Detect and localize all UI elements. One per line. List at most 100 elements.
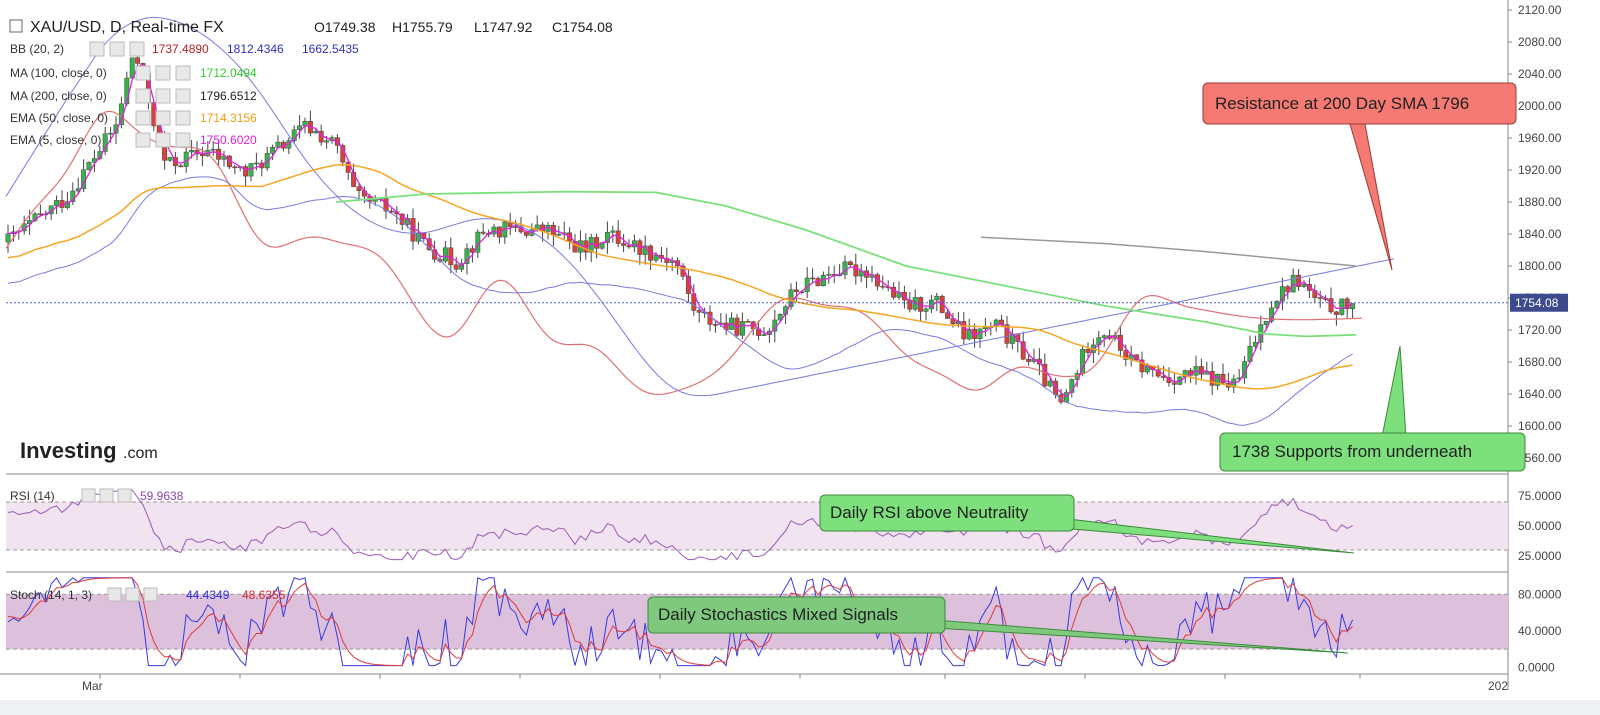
candle-up bbox=[826, 266, 832, 284]
candle-body bbox=[1198, 366, 1204, 375]
candle-body bbox=[216, 148, 222, 160]
rsi-tick-label: 75.0000 bbox=[1518, 489, 1562, 503]
candle-body bbox=[556, 233, 562, 236]
eye-icon[interactable] bbox=[89, 41, 105, 57]
eye-icon[interactable] bbox=[135, 132, 151, 148]
rsi-control-icon[interactable] bbox=[81, 488, 96, 503]
candle-down bbox=[480, 223, 486, 236]
candle-down bbox=[696, 307, 702, 323]
candle-down bbox=[853, 253, 859, 285]
close-icon[interactable] bbox=[175, 110, 191, 126]
candle-body bbox=[523, 231, 529, 236]
candle-body bbox=[178, 165, 184, 168]
stoch-control-icon[interactable] bbox=[107, 587, 122, 602]
candle-body bbox=[248, 163, 254, 177]
candle-body bbox=[1004, 324, 1010, 344]
close-icon[interactable] bbox=[175, 65, 191, 81]
candle-up bbox=[491, 223, 497, 238]
rsi-control-icon[interactable] bbox=[117, 488, 132, 503]
rsi-control-icon[interactable] bbox=[99, 488, 114, 503]
candle-body bbox=[297, 125, 303, 130]
candle-body bbox=[945, 312, 951, 319]
ohlc-low: L1747.92 bbox=[474, 19, 533, 35]
gear-icon[interactable] bbox=[109, 41, 125, 57]
candle-body bbox=[1317, 297, 1323, 299]
candle-down bbox=[712, 321, 718, 333]
stoch-note-callout bbox=[647, 596, 946, 634]
rsi-label: RSI (14) bbox=[10, 489, 55, 503]
indicator-legend[interactable]: MA (100, close, 0) 1712.0494 bbox=[10, 65, 257, 81]
candle-body bbox=[1279, 286, 1285, 302]
candle-body bbox=[167, 157, 173, 161]
indicator-legend[interactable]: MA (200, close, 0) 1796.6512 bbox=[10, 88, 257, 104]
candle-body bbox=[1123, 350, 1129, 360]
candle-up bbox=[54, 195, 60, 215]
bottom-toolbar bbox=[0, 700, 1600, 715]
indicator-legend[interactable]: BB (20, 2) 1737.4890 1812.4346 1662.5435 bbox=[10, 41, 359, 57]
close-icon[interactable] bbox=[129, 41, 145, 57]
candle-down bbox=[1333, 311, 1339, 326]
close-icon[interactable] bbox=[175, 88, 191, 104]
eye-icon[interactable] bbox=[135, 65, 151, 81]
rsi-band bbox=[6, 502, 1508, 550]
candle-down bbox=[810, 268, 816, 283]
eye-icon[interactable] bbox=[135, 88, 151, 104]
candle-up bbox=[604, 221, 610, 254]
symbol-title: XAU/USD, D, Real-time FX bbox=[30, 19, 224, 36]
candle-body bbox=[880, 285, 886, 288]
candle-body bbox=[86, 161, 92, 171]
candle-body bbox=[1339, 298, 1345, 315]
candle-down bbox=[37, 204, 43, 216]
candle-up bbox=[167, 156, 173, 162]
candle-down bbox=[1085, 342, 1091, 359]
eye-icon[interactable] bbox=[135, 110, 151, 126]
candle-body bbox=[604, 232, 610, 243]
indicator-legend[interactable]: EMA (5, close, 0) 1750.6020 bbox=[10, 132, 257, 148]
close-icon[interactable] bbox=[175, 132, 191, 148]
bb-upper-line bbox=[5, 16, 1395, 397]
rsi-tick-label: 50.0000 bbox=[1518, 519, 1562, 533]
candle-body bbox=[1296, 274, 1302, 287]
candle-up bbox=[761, 327, 767, 336]
candle-body bbox=[1020, 341, 1026, 360]
candle-body bbox=[1263, 320, 1269, 325]
candle-up bbox=[64, 191, 70, 210]
candle-up bbox=[1215, 373, 1221, 390]
candle-up bbox=[502, 220, 508, 244]
ema50-line bbox=[7, 163, 1353, 390]
candle-body bbox=[199, 153, 205, 157]
last-price-label: 1754.08 bbox=[1515, 296, 1559, 310]
candle-down bbox=[453, 256, 459, 273]
candle-body bbox=[621, 243, 627, 246]
candle-body bbox=[982, 326, 988, 329]
candle-body bbox=[928, 299, 934, 310]
candle-up bbox=[1101, 334, 1107, 347]
candle-body bbox=[1215, 373, 1221, 386]
candle-body bbox=[923, 308, 929, 312]
gear-icon[interactable] bbox=[155, 65, 171, 81]
price-tick-label: 1720.00 bbox=[1518, 323, 1562, 337]
gear-icon[interactable] bbox=[155, 88, 171, 104]
candle-body bbox=[934, 295, 940, 301]
candle-body bbox=[135, 57, 141, 64]
candle-up bbox=[1047, 378, 1053, 388]
support-callout bbox=[1219, 432, 1526, 472]
candle-up bbox=[32, 211, 38, 222]
candle-body bbox=[653, 254, 659, 261]
candle-body bbox=[291, 129, 297, 141]
stoch-control-icon[interactable] bbox=[125, 587, 140, 602]
stoch-control-icon[interactable] bbox=[143, 587, 158, 602]
candle-body bbox=[966, 328, 972, 340]
candle-body bbox=[54, 200, 60, 207]
gear-icon[interactable] bbox=[155, 110, 171, 126]
support-text: 1738 Supports from underneath bbox=[1232, 442, 1472, 461]
candle-body bbox=[1333, 311, 1339, 315]
indicator-legend[interactable]: EMA (50, close, 0) 1714.3156 bbox=[10, 110, 257, 126]
rsi-value: 59.9638 bbox=[140, 489, 184, 503]
ma100-line bbox=[335, 190, 1357, 338]
candle-body bbox=[777, 314, 783, 321]
indicator-legend-value: 1662.5435 bbox=[302, 42, 359, 56]
gear-icon[interactable] bbox=[155, 132, 171, 148]
time-label-year: 202 bbox=[1488, 679, 1508, 693]
